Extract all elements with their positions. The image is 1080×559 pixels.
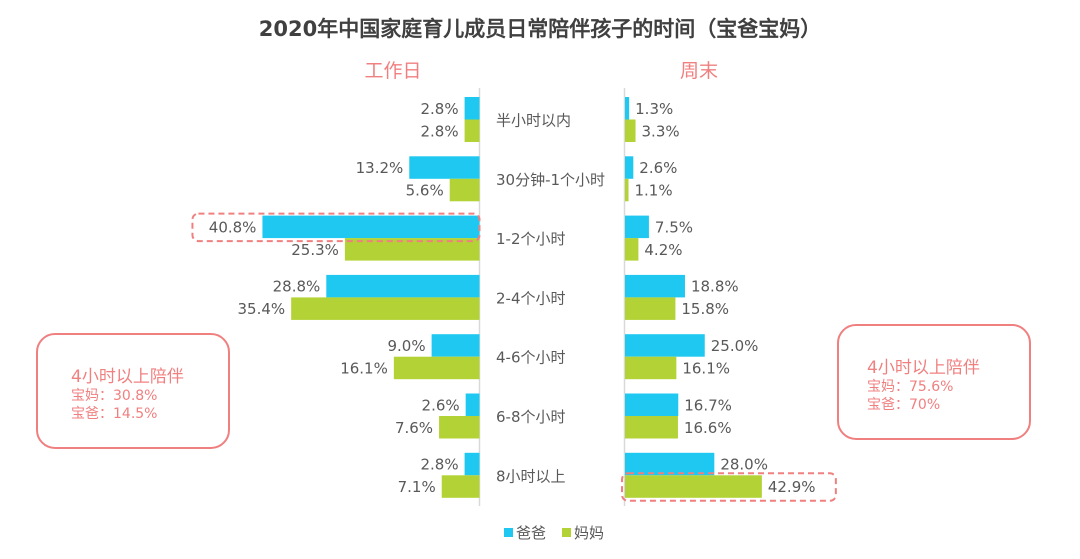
bar-weekend-dad (625, 97, 630, 120)
data-label-weekend-mom: 42.9% (768, 478, 816, 496)
data-label-weekend-mom: 3.3% (642, 122, 680, 140)
note-line-weekend-mom: 宝妈：75.6% (867, 379, 953, 395)
bar-weekend-dad (625, 334, 705, 357)
data-label-weekday-mom: 25.3% (291, 241, 339, 259)
panel-title-weekend: 周末 (680, 60, 718, 82)
data-label-weekday-dad: 40.8% (209, 218, 257, 236)
data-label-weekday-mom: 5.6% (406, 182, 444, 200)
data-label-weekday-mom: 2.8% (420, 122, 458, 140)
data-label-weekday-dad: 9.0% (388, 337, 426, 355)
bar-weekend-mom (625, 475, 762, 498)
bar-weekday-dad (409, 156, 480, 179)
bar-weekday-mom (291, 297, 480, 320)
bar-weekday-mom (344, 238, 480, 261)
data-label-weekday-mom: 35.4% (238, 300, 286, 318)
data-label-weekday-dad: 2.8% (420, 100, 458, 118)
category-label: 30分钟-1个小时 (496, 171, 605, 189)
highlight-box-weekday (191, 212, 481, 243)
bar-weekday-dad (464, 452, 480, 476)
legend-swatch-mom (562, 528, 571, 537)
bar-weekday-dad (326, 274, 480, 298)
highlight-box-weekend (621, 472, 837, 502)
category-label: 4-6个小时 (496, 349, 566, 367)
note-head-weekend: 4小时以上陪伴 (867, 358, 980, 378)
data-label-weekday-mom: 7.1% (398, 478, 436, 496)
note-line-weekday-dad: 宝爸：14.5% (71, 406, 157, 422)
data-label-weekday-mom: 16.1% (340, 359, 388, 377)
note-line-weekend-dad: 宝爸：70% (867, 397, 940, 413)
bar-weekend-mom (625, 356, 677, 380)
bar-weekday-mom (439, 416, 480, 439)
category-label: 2-4个小时 (496, 289, 566, 307)
bar-weekday-mom (441, 475, 480, 498)
legend-label-dad: 爸爸 (516, 524, 546, 542)
bar-weekday-dad (262, 215, 480, 239)
note-box-weekend (837, 324, 1031, 440)
data-label-weekday-mom: 7.6% (395, 419, 433, 437)
bar-weekday-dad (465, 393, 480, 416)
bar-weekday-dad (431, 334, 480, 357)
data-label-weekend-dad: 16.7% (684, 396, 732, 414)
note-head-weekday: 4小时以上陪伴 (71, 367, 184, 387)
bar-weekday-mom (449, 178, 480, 202)
data-label-weekday-dad: 28.8% (273, 278, 321, 296)
bar-weekend-mom (625, 119, 636, 142)
bar-weekend-dad (625, 274, 685, 298)
data-label-weekday-dad: 2.8% (420, 456, 458, 474)
data-label-weekend-dad: 1.3% (635, 100, 673, 118)
panel-title-weekday: 工作日 (364, 60, 421, 82)
data-label-weekend-mom: 16.1% (682, 359, 730, 377)
legend-swatch-dad (504, 528, 513, 537)
bar-weekend-mom (625, 178, 629, 202)
bar-weekday-mom (464, 119, 480, 142)
note-line-weekday-mom: 宝妈：30.8% (71, 388, 157, 404)
bar-weekday-mom (393, 356, 480, 380)
data-label-weekend-dad: 2.6% (639, 159, 677, 177)
bar-weekend-dad (625, 452, 715, 476)
data-label-weekend-mom: 16.6% (684, 419, 732, 437)
bar-weekend-mom (625, 238, 639, 261)
data-label-weekday-dad: 13.2% (356, 159, 404, 177)
legend-label-mom: 妈妈 (574, 524, 604, 542)
note-box-weekday (36, 333, 230, 449)
bar-weekend-dad (625, 156, 634, 179)
data-label-weekend-dad: 25.0% (711, 337, 759, 355)
bar-weekend-dad (625, 215, 649, 239)
bar-weekend-dad (625, 393, 679, 416)
bar-weekend-mom (625, 416, 678, 439)
data-label-weekend-mom: 1.1% (635, 182, 673, 200)
bar-weekend-mom (625, 297, 676, 320)
data-label-weekend-dad: 18.8% (691, 278, 739, 296)
data-label-weekday-dad: 2.6% (422, 396, 460, 414)
category-label: 8小时以上 (496, 467, 566, 485)
bar-weekday-dad (464, 97, 480, 120)
data-label-weekend-mom: 4.2% (644, 241, 682, 259)
category-label: 1-2个小时 (496, 230, 566, 248)
category-label: 半小时以内 (496, 112, 571, 130)
category-label: 6-8个小时 (496, 408, 566, 426)
chart-title: 2020年中国家庭育儿成员日常陪伴孩子的时间（宝爸宝妈） (259, 17, 821, 41)
data-label-weekend-dad: 7.5% (655, 218, 693, 236)
data-label-weekend-mom: 15.8% (681, 300, 729, 318)
data-label-weekend-dad: 28.0% (720, 456, 768, 474)
